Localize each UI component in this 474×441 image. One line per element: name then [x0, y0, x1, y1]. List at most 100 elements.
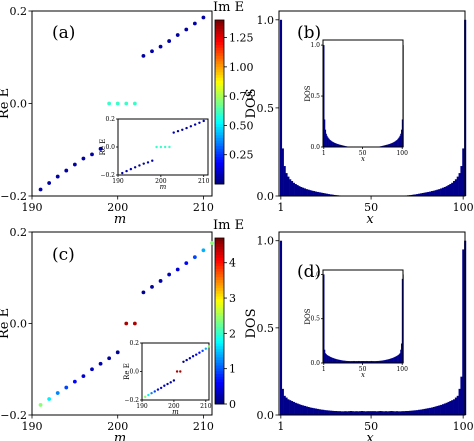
- panel-d-bar: [320, 409, 323, 415]
- panel-b-bar: [443, 187, 446, 196]
- panel-a-inset-xtick-label: 200: [155, 178, 167, 185]
- panel-b-inset-bar: [385, 144, 388, 147]
- panel-a-colorbar-segment: [215, 156, 224, 160]
- panel-d-bar: [436, 405, 439, 415]
- panel-d-bar: [357, 411, 360, 415]
- panel-c-point: [132, 321, 137, 326]
- panel-b-inset-bar: [334, 143, 336, 147]
- panel-c-colorbar-segment: [215, 251, 224, 255]
- panel-d-inset-bar: [392, 357, 394, 363]
- panel-a-inset-point: [185, 126, 188, 130]
- panel-a-inset-point: [181, 128, 184, 131]
- panel-d-bar: [366, 411, 369, 415]
- panel-b-bar: [449, 184, 452, 196]
- panel-b-inset-bar: [385, 145, 387, 147]
- panel-d-bar: [372, 411, 375, 415]
- panel-d-inset-bar: [360, 361, 362, 363]
- panel-d-bar: [329, 410, 332, 415]
- panel-c-colorbar-segment: [215, 392, 224, 397]
- panel-b-bar: [427, 191, 430, 196]
- panel-d-bar: [454, 397, 458, 415]
- panel-a-point: [81, 156, 86, 161]
- panel-a-colorbar: 1.25 1.00 0.75 0.50 0.25 Im E: [213, 0, 254, 185]
- panel-d-inset-bar: [368, 361, 370, 363]
- panel-b-bar: [322, 193, 325, 196]
- panel-d-bar: [445, 402, 448, 415]
- panel-d-inset-xtick-label: 1: [322, 366, 326, 373]
- panel-d-inset-bar: [398, 354, 400, 363]
- panel-d-inset-xtick-label: 100: [396, 366, 408, 373]
- panel-c-colorbar-segment: [215, 268, 224, 272]
- panel-c-point: [55, 391, 60, 395]
- panel-c-ylabel: Re E: [0, 308, 12, 339]
- panel-b-bar: [318, 192, 321, 196]
- panel-b-inset-bar: [382, 145, 384, 147]
- panel-b-inset-bar: [341, 145, 343, 147]
- panel-d-inset-bar: [391, 358, 393, 363]
- panel-c-colorbar-segment: [215, 373, 224, 377]
- panel-d-inset-bg: [323, 270, 403, 363]
- panel-c-colorbar-segment: [215, 315, 224, 319]
- panel-c-inset-point: [175, 370, 179, 373]
- panel-a-point: [192, 21, 197, 26]
- panel-c-colorbar-tick-label: 4: [229, 257, 236, 270]
- panel-c-ytick-label: 0.2: [10, 226, 28, 239]
- panel-a-colorbar-segment: [215, 82, 224, 86]
- panel-a-colorbar-segment: [215, 140, 224, 144]
- panel-d-bar: [419, 409, 423, 415]
- panel-d-bar: [324, 410, 327, 415]
- panel-d-inset-bar: [351, 361, 354, 363]
- panel-a-inset-xlabel: m: [160, 183, 167, 191]
- panel-d-inset-bar: [337, 359, 339, 363]
- panel-d-bar: [290, 401, 294, 415]
- panel-a-colorbar-segment: [215, 115, 224, 119]
- panel-d-inset-ytick-label: 0.5: [310, 316, 320, 323]
- panel-a-point: [201, 15, 206, 20]
- panel-c-colorbar-segment: [215, 282, 224, 286]
- panel-d-bar: [351, 411, 354, 415]
- panel-c-colorbar-segment: [215, 271, 224, 275]
- panel-b-inset-bar: [387, 144, 389, 147]
- panel-a-inset-point: [129, 167, 133, 171]
- panel-c-inset-point: [147, 393, 150, 397]
- panel-d-inset-bar: [365, 361, 367, 363]
- panel-a-colorbar-segment: [215, 99, 224, 103]
- panel-d-bar: [449, 401, 452, 415]
- panel-c-colorbar-segment: [215, 262, 224, 267]
- panel-c-colorbar-segment: [215, 379, 224, 383]
- panel-a-inset-point: [151, 159, 154, 162]
- panel-d-bar: [443, 403, 446, 415]
- panel-d-inset-bar: [326, 355, 328, 363]
- panel-b-inset-bar: [339, 144, 341, 147]
- panel-b-bar: [309, 190, 312, 196]
- panel-d-inset-bar: [343, 360, 346, 363]
- panel-c-inset-point: [191, 355, 195, 358]
- panel-a-colorbar-segment: [215, 44, 224, 48]
- panel-b-inset-bar: [398, 137, 400, 147]
- panel-a-colorbar-segment: [215, 61, 224, 65]
- panel-a-colorbar-tick-label: 1.25: [229, 32, 254, 45]
- panel-a-colorbar-segment: [215, 126, 224, 130]
- panel-b-inset-bar: [401, 129, 403, 147]
- panel-d-inset-bar: [335, 358, 337, 363]
- panel-b-bar: [432, 190, 435, 196]
- panel-d-inset-bar: [325, 354, 327, 363]
- panel-a-xtick-label: 210: [193, 201, 214, 214]
- panel-b-xtick-label: 100: [453, 201, 474, 214]
- panel-a-inset-frame: [117, 118, 209, 176]
- panel-d-inset-bar: [373, 361, 375, 363]
- panel-b-inset-bar: [342, 145, 344, 147]
- panel-c-colorbar-segment: [215, 254, 224, 258]
- panel-b-inset-xtick-label: 50: [359, 150, 367, 157]
- panel-b-bar: [438, 189, 441, 196]
- panel-b-bar: [460, 166, 463, 196]
- panel-d-inset-bar: [371, 361, 373, 363]
- panel-a-inset-point: [176, 129, 180, 133]
- panel-d-bar: [386, 411, 389, 415]
- panel-b-bar: [418, 193, 421, 196]
- panel-c-colorbar-segment: [215, 312, 224, 316]
- panel-c-colorbar-segment: [215, 368, 224, 372]
- panel-a-colorbar-tick-label: 0.75: [229, 90, 254, 103]
- panel-c-colorbar-segment: [215, 351, 224, 355]
- panel-b-inset-xlabel: x: [361, 155, 365, 163]
